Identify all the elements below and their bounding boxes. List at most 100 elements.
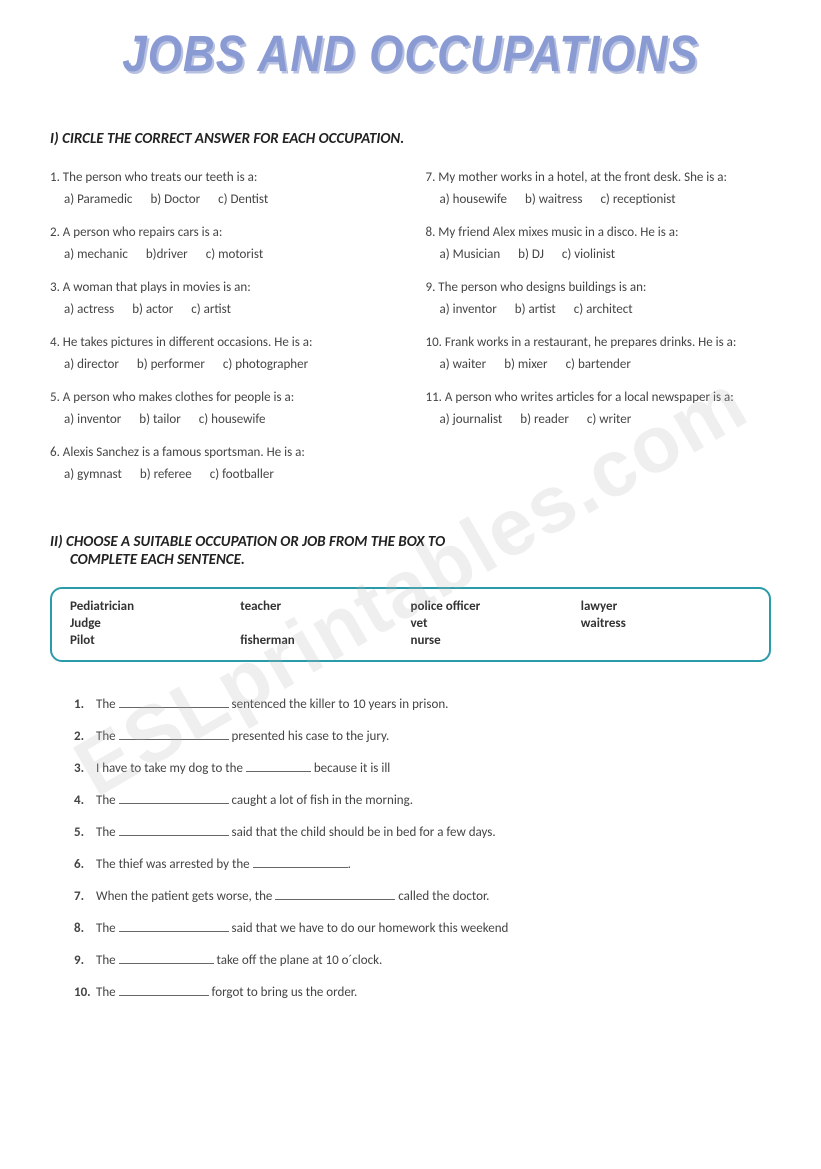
fill-blank-input[interactable]	[119, 952, 214, 964]
fill-item-number: 4.	[74, 788, 96, 814]
question-text: 3. A woman that plays in movies is an:	[50, 278, 396, 298]
question-item: 5. A person who makes clothes for people…	[50, 388, 396, 429]
word-box-word: police officer	[411, 599, 581, 614]
fill-blank-item: 1.The sentenced the killer to 10 years i…	[74, 692, 771, 718]
word-box-word: waitress	[581, 616, 751, 631]
answer-option[interactable]: a) inventor	[64, 410, 121, 430]
answer-option[interactable]: b) mixer	[504, 355, 547, 375]
fill-item-number: 1.	[74, 692, 96, 718]
answer-option[interactable]: a) waiter	[440, 355, 487, 375]
fill-blank-input[interactable]	[119, 728, 229, 740]
question-options: a) inventor b) artist c) architect	[426, 300, 772, 320]
word-box-word: nurse	[411, 633, 581, 648]
answer-option[interactable]: a) Musician	[440, 245, 501, 265]
answer-option[interactable]: b)driver	[146, 245, 188, 265]
answer-option[interactable]: a) mechanic	[64, 245, 128, 265]
page-title: JOBS AND OCCUPATIONS	[50, 26, 771, 84]
fill-blank-item: 7.When the patient gets worse, the calle…	[74, 884, 771, 910]
question-options: a) waiter b) mixer c) bartender	[426, 355, 772, 375]
fill-blank-item: 10.The forgot to bring us the order.	[74, 980, 771, 1006]
question-options: a) housewife b) waitress c) receptionist	[426, 190, 772, 210]
answer-option[interactable]: a) housewife	[440, 190, 508, 210]
fill-blank-input[interactable]	[119, 984, 209, 996]
answer-option[interactable]: a) director	[64, 355, 119, 375]
fill-item-number: 7.	[74, 884, 96, 910]
question-options: a) inventor b) tailor c) housewife	[50, 410, 396, 430]
question-item: 6. Alexis Sanchez is a famous sportsman.…	[50, 443, 396, 484]
fill-blank-item: 5.The said that the child should be in b…	[74, 820, 771, 846]
answer-option[interactable]: c) architect	[574, 300, 633, 320]
answer-option[interactable]: a) inventor	[440, 300, 497, 320]
answer-option[interactable]: b) performer	[137, 355, 205, 375]
question-options: a) director b) performer c) photographer	[50, 355, 396, 375]
question-options: a) Paramedic b) Doctor c) Dentist	[50, 190, 396, 210]
question-text: 5. A person who makes clothes for people…	[50, 388, 396, 408]
word-box-word: Judge	[70, 616, 240, 631]
question-text: 1. The person who treats our teeth is a:	[50, 168, 396, 188]
fill-item-post: called the doctor.	[395, 889, 489, 904]
answer-option[interactable]: c) motorist	[206, 245, 264, 265]
word-box-row: Pilotfishermannurse	[70, 633, 751, 648]
fill-item-pre: When the patient gets worse, the	[96, 889, 275, 904]
answer-option[interactable]: b) Doctor	[150, 190, 200, 210]
fill-blank-input[interactable]	[246, 760, 311, 772]
answer-option[interactable]: b) waitress	[525, 190, 582, 210]
answer-option[interactable]: b) tailor	[139, 410, 181, 430]
fill-blank-item: 6.The thief was arrested by the .	[74, 852, 771, 878]
section2-header: II) CHOOSE A SUITABLE OCCUPATION OR JOB …	[50, 533, 771, 569]
fill-blank-input[interactable]	[275, 888, 395, 900]
fill-blank-item: 2.The presented his case to the jury.	[74, 724, 771, 750]
fill-blank-input[interactable]	[119, 920, 229, 932]
question-item: 11. A person who writes articles for a l…	[426, 388, 772, 429]
fill-item-number: 9.	[74, 948, 96, 974]
fill-blank-input[interactable]	[119, 792, 229, 804]
word-box-word	[240, 616, 410, 631]
word-box-row: Judgevetwaitress	[70, 616, 751, 631]
fill-item-pre: I have to take my dog to the	[96, 761, 246, 776]
fill-item-pre: The	[96, 793, 119, 808]
fill-blank-input[interactable]	[253, 856, 348, 868]
answer-option[interactable]: b) reader	[520, 410, 569, 430]
fill-item-pre: The	[96, 825, 119, 840]
answer-option[interactable]: c) receptionist	[600, 190, 675, 210]
question-item: 8. My friend Alex mixes music in a disco…	[426, 223, 772, 264]
answer-option[interactable]: c) artist	[191, 300, 231, 320]
fill-blank-input[interactable]	[119, 696, 229, 708]
fill-blank-item: 8.The said that we have to do our homewo…	[74, 916, 771, 942]
answer-option[interactable]: a) journalist	[440, 410, 503, 430]
word-box: Pediatricianteacherpolice officerlawyer J…	[50, 587, 771, 662]
question-text: 10. Frank works in a restaurant, he prep…	[426, 333, 772, 353]
section1-header: I) CIRCLE THE CORRECT ANSWER FOR EACH OC…	[50, 130, 771, 148]
answer-option[interactable]: c) footballer	[210, 465, 274, 485]
fill-item-pre: The	[96, 697, 119, 712]
fill-item-pre: The	[96, 985, 119, 1000]
fill-item-post: caught a lot of fish in the morning.	[229, 793, 413, 808]
fill-blank-list: 1.The sentenced the killer to 10 years i…	[50, 692, 771, 1006]
answer-option[interactable]: a) Paramedic	[64, 190, 132, 210]
answer-option[interactable]: a) actress	[64, 300, 114, 320]
word-box-word: Pilot	[70, 633, 240, 648]
fill-item-post: sentenced the killer to 10 years in pris…	[229, 697, 449, 712]
word-box-row: Pediatricianteacherpolice officerlawyer	[70, 599, 751, 614]
answer-option[interactable]: b) artist	[515, 300, 556, 320]
word-box-word: Pediatrician	[70, 599, 240, 614]
question-options: a) journalist b) reader c) writer	[426, 410, 772, 430]
answer-option[interactable]: c) Dentist	[218, 190, 268, 210]
section2-header-line2: COMPLETE EACH SENTENCE.	[50, 551, 245, 569]
answer-option[interactable]: c) writer	[587, 410, 631, 430]
question-options: a) mechanic b)driver c) motorist	[50, 245, 396, 265]
fill-blank-input[interactable]	[119, 824, 229, 836]
answer-option[interactable]: b) actor	[132, 300, 173, 320]
fill-item-number: 6.	[74, 852, 96, 878]
fill-item-number: 5.	[74, 820, 96, 846]
question-text: 8. My friend Alex mixes music in a disco…	[426, 223, 772, 243]
answer-option[interactable]: a) gymnast	[64, 465, 122, 485]
answer-option[interactable]: c) violinist	[562, 245, 615, 265]
word-box-word: lawyer	[581, 599, 751, 614]
answer-option[interactable]: b) referee	[140, 465, 192, 485]
section2-header-line1: II) CHOOSE A SUITABLE OCCUPATION OR JOB …	[50, 533, 445, 551]
answer-option[interactable]: b) DJ	[518, 245, 544, 265]
answer-option[interactable]: c) bartender	[566, 355, 631, 375]
answer-option[interactable]: c) housewife	[199, 410, 266, 430]
answer-option[interactable]: c) photographer	[223, 355, 308, 375]
